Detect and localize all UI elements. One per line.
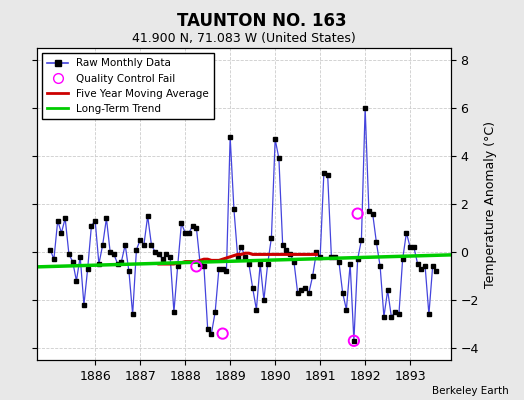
Text: TAUNTON NO. 163: TAUNTON NO. 163: [177, 12, 347, 30]
Point: [192, 263, 201, 270]
Y-axis label: Temperature Anomaly (°C): Temperature Anomaly (°C): [484, 120, 497, 288]
Point: [219, 330, 227, 337]
Point: [354, 210, 362, 217]
Text: Berkeley Earth: Berkeley Earth: [432, 386, 508, 396]
Title: 41.900 N, 71.083 W (United States): 41.900 N, 71.083 W (United States): [132, 32, 356, 46]
Legend: Raw Monthly Data, Quality Control Fail, Five Year Moving Average, Long-Term Tren: Raw Monthly Data, Quality Control Fail, …: [42, 53, 214, 119]
Point: [350, 338, 358, 344]
